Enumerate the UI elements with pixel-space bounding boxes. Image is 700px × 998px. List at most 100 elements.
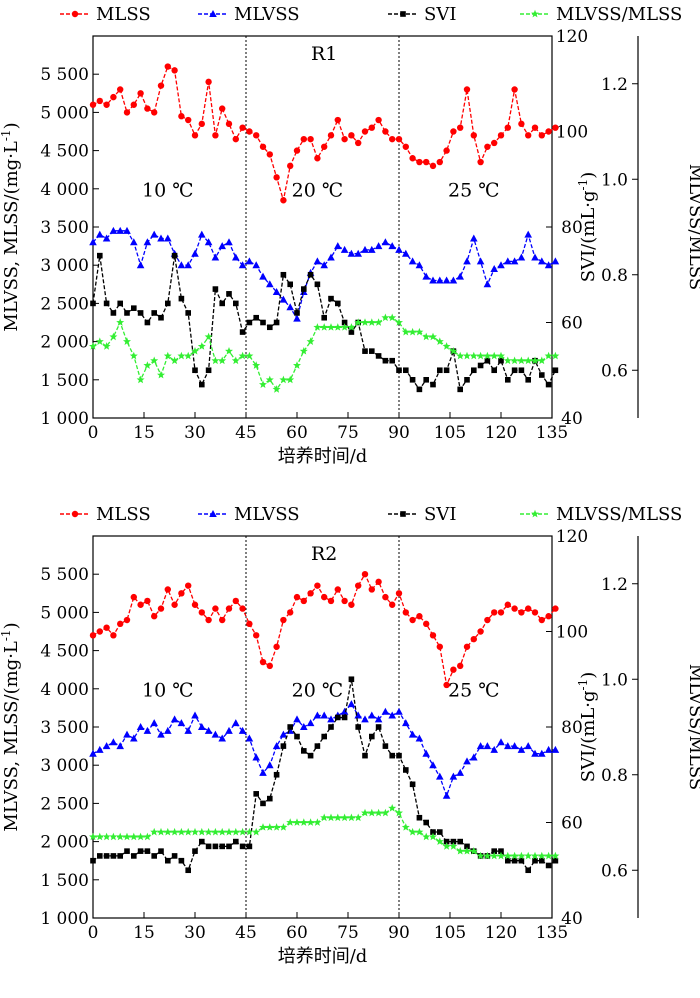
data-point — [232, 253, 240, 261]
data-point — [477, 628, 484, 635]
data-point — [341, 597, 348, 605]
data-point — [469, 846, 478, 855]
data-point — [110, 310, 117, 316]
data-point — [260, 319, 266, 326]
data-point — [402, 719, 410, 727]
data-point — [231, 827, 240, 836]
data-point — [204, 726, 213, 734]
data-point — [225, 346, 233, 355]
data-point — [239, 124, 246, 131]
data-point — [130, 238, 138, 246]
data-point — [204, 238, 213, 246]
data-point — [436, 643, 443, 650]
data-point — [136, 723, 145, 730]
series-mlss — [89, 63, 559, 204]
data-point — [272, 823, 281, 831]
data-point — [191, 827, 199, 836]
data-point — [280, 271, 287, 278]
left-tick-label: 3 000 — [40, 256, 89, 276]
axes: 0 15 30 45 60 75 90 105 120 135 1 000 1 500 2 000 2 5… — [40, 27, 639, 443]
left-tick-label: 2 000 — [40, 833, 89, 853]
data-point — [225, 605, 233, 612]
left-tick-label: 3 000 — [40, 756, 89, 776]
data-point — [293, 715, 301, 723]
data-point — [266, 662, 273, 670]
data-point — [321, 314, 327, 321]
data-point — [531, 749, 539, 757]
data-point — [456, 351, 465, 360]
ratio-axis-title: MLVSS/MLSS — [685, 664, 700, 790]
data-point — [259, 143, 267, 150]
data-point — [109, 332, 118, 341]
data-point — [165, 857, 171, 864]
axis-title-superscript: -1 — [0, 629, 13, 641]
data-point — [423, 158, 430, 166]
data-point — [287, 281, 293, 288]
data-point — [259, 768, 267, 776]
data-point — [442, 342, 451, 350]
data-point — [524, 356, 533, 365]
data-point — [388, 711, 396, 719]
data-point — [491, 609, 498, 616]
data-point — [164, 234, 172, 242]
data-point — [449, 842, 458, 850]
data-point — [110, 853, 117, 859]
data-point — [531, 253, 539, 261]
data-point — [327, 253, 335, 261]
x-tick-label: 15 — [133, 923, 155, 943]
legend-item: MLVSS — [198, 504, 300, 525]
data-point — [504, 601, 511, 608]
data-point — [137, 601, 144, 608]
data-point — [90, 300, 96, 307]
data-point — [361, 128, 369, 135]
phase-label: 20 ℃ — [292, 679, 343, 701]
data-point — [205, 78, 212, 86]
legend: MLSS MLVSS SVI MLVSS/MLSS — [60, 504, 682, 525]
data-point — [490, 265, 498, 273]
data-point — [314, 155, 321, 162]
plot-frame — [92, 35, 553, 419]
data-point — [171, 601, 178, 608]
left-tick-label: 1 500 — [40, 371, 89, 391]
data-point — [483, 280, 492, 288]
data-point — [320, 323, 329, 331]
data-point — [463, 351, 471, 360]
data-point — [238, 261, 247, 269]
data-point — [313, 323, 322, 331]
data-point — [199, 381, 205, 388]
data-point — [503, 851, 512, 860]
data-point — [191, 601, 199, 608]
legend-item: MLVSS/MLSS — [520, 4, 682, 25]
data-point — [552, 857, 559, 864]
data-point — [484, 143, 491, 150]
chart-panel-r1: MLSS MLVSS SVI MLVSS/MLSS 0 15 30 45 60 75 90 105 12… — [0, 4, 700, 467]
data-point — [150, 827, 159, 836]
left-tick-label: 5 500 — [40, 65, 89, 85]
data-point — [150, 230, 158, 238]
data-point — [116, 318, 125, 326]
legend: MLSS MLVSS SVI MLVSS/MLSS — [60, 4, 682, 25]
data-point — [116, 832, 125, 841]
data-point — [321, 593, 328, 601]
data-point — [239, 329, 246, 335]
data-point — [517, 745, 526, 753]
x-tick-label: 45 — [235, 423, 257, 443]
x-tick-label: 60 — [286, 923, 308, 943]
left-axis-title: MLVSS, MLSS/(mg·L-1) — [0, 122, 22, 331]
data-point — [374, 808, 383, 817]
data-point — [184, 351, 193, 360]
data-point — [355, 582, 362, 589]
series-line — [92, 572, 556, 688]
data-point — [143, 832, 152, 841]
data-point — [170, 827, 179, 836]
panel-label: R2 — [311, 543, 337, 565]
legend-label: MLSS — [96, 4, 151, 25]
data-point — [185, 582, 192, 589]
data-point — [306, 719, 315, 727]
data-point — [430, 829, 436, 835]
data-point — [464, 377, 470, 383]
data-point — [429, 761, 437, 769]
data-point — [327, 132, 335, 139]
data-point — [408, 827, 417, 836]
